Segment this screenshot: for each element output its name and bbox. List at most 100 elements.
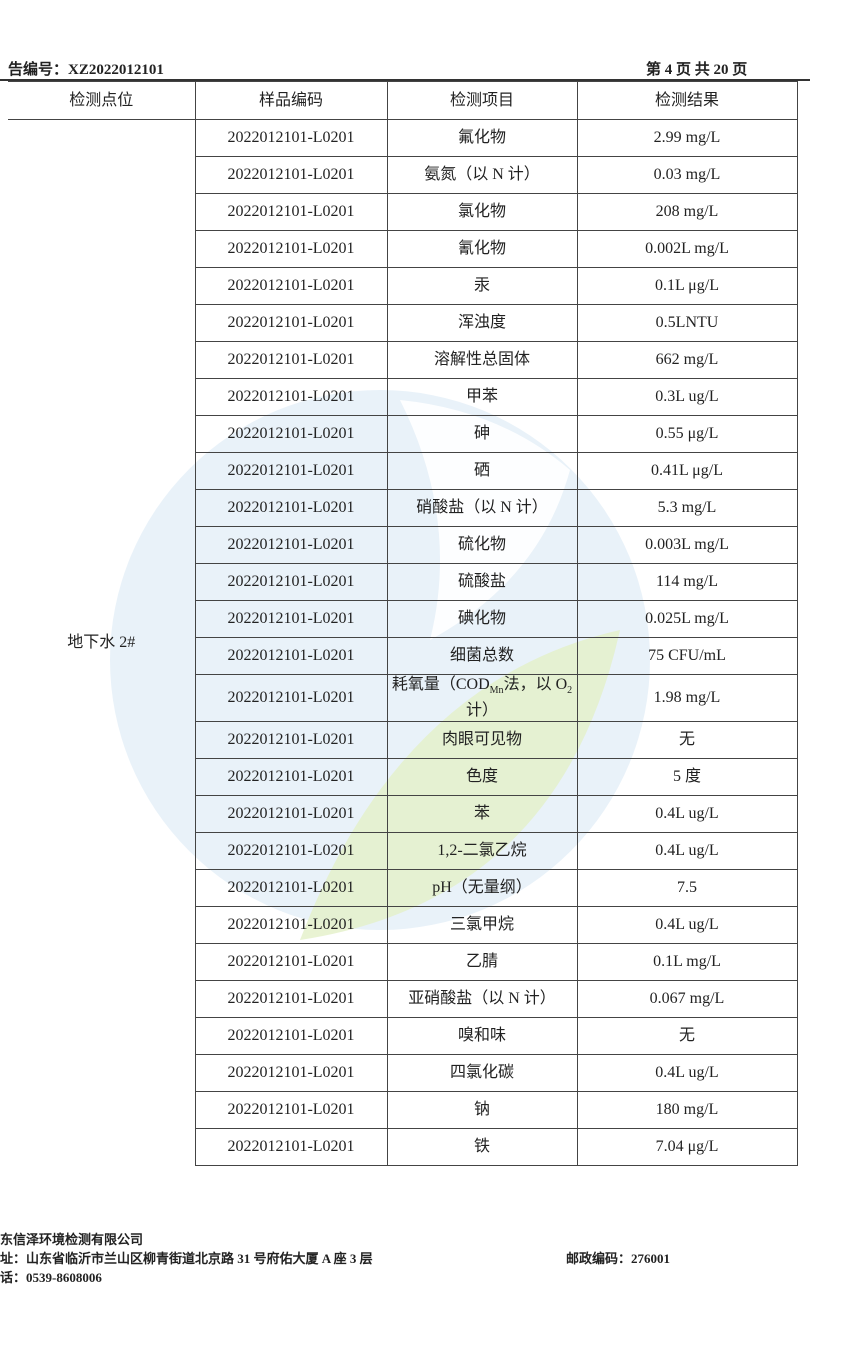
cell: 0.4L ug/L [576,795,798,834]
column-header: 样品编码 [194,81,388,120]
cell: 208 mg/L [576,193,798,231]
cell: 180 mg/L [576,1091,798,1130]
cell: 2022012101-L0201 [194,563,388,601]
cell: 砷 [386,415,578,453]
cell: 2022012101-L0201 [194,378,388,416]
cell: 无 [576,1017,798,1056]
cell: pH（无量纲） [386,869,578,908]
column-header: 检测结果 [576,81,798,120]
cell: 色度 [386,758,578,797]
cell: 2022012101-L0201 [194,980,388,1019]
results-table: 检测点位 样品编码 检测项目 检测结果 地下水 2# 2022012101-L0201 氟化… [8,81,798,1167]
cell: 2022012101-L0201 [194,193,388,231]
cell: 2022012101-L0201 [194,489,388,527]
cell: 硫酸盐 [386,563,578,601]
cell: 细菌总数 [386,637,578,675]
column-header: 检测项目 [386,81,578,120]
cell: 7.5 [576,869,798,908]
report-number: 告编号：XZ2022012101 [8,62,164,78]
cell: 0.4L ug/L [576,1054,798,1093]
cell: 0.1L mg/L [576,943,798,982]
cell: 0.1L μg/L [576,267,798,305]
cell: 5.3 mg/L [576,489,798,527]
cell: 铁 [386,1128,578,1167]
cell: 0.5LNTU [576,304,798,342]
cell: 氨氮（以 N 计） [386,156,578,194]
cell: 1,2-二氯乙烷 [386,832,578,871]
page-number: 第 4 页 共 20 页 [646,62,748,78]
cell: 0.4L ug/L [576,832,798,871]
cell: 乙腈 [386,943,578,982]
cell: 苯 [386,795,578,834]
cell: 2022012101-L0201 [194,156,388,194]
cell: 7.04 μg/L [576,1128,798,1167]
cell: 0.55 μg/L [576,415,798,453]
cell: 2022012101-L0201 [194,1128,388,1167]
cell: 0.41L μg/L [576,452,798,490]
cell: 2022012101-L0201 [194,415,388,453]
cell: 2022012101-L0201 [194,721,388,760]
cell: 662 mg/L [576,341,798,379]
text-part: 计） [465,702,498,720]
cell: 2022012101-L0201 [194,119,388,157]
cell: 2022012101-L0201 [194,869,388,908]
cell: 0.025L mg/L [576,600,798,638]
cell: 2022012101-L0201 [194,1017,388,1056]
cell: 0.003L mg/L [576,526,798,564]
cell: 钠 [386,1091,578,1130]
cell: 甲苯 [386,378,578,416]
cell: 硝酸盐（以 N 计） [386,489,578,527]
postcode: 邮政编码：276001 [566,1251,671,1266]
cell: 2022012101-L0201 [194,673,388,723]
cell: 2022012101-L0201 [194,758,388,797]
cell: 2022012101-L0201 [194,341,388,379]
cell: 2022012101-L0201 [194,906,388,945]
column-header: 检测点位 [8,81,196,120]
text-part: 法，以 O [503,676,568,693]
cell: 2022012101-L0201 [194,304,388,342]
cell: 2022012101-L0201 [194,1091,388,1130]
cell: 0.067 mg/L [576,980,798,1019]
cell: 嗅和味 [386,1017,578,1056]
cell: 硒 [386,452,578,490]
cell: 碘化物 [386,600,578,638]
cell: 2022012101-L0201 [194,526,388,564]
cell: 2022012101-L0201 [194,795,388,834]
cell: 氯化物 [386,193,578,231]
subscript: 2 [567,685,573,697]
subscript: Mn [489,685,504,697]
cell: 2022012101-L0201 [194,230,388,268]
cell: 0.03 mg/L [576,156,798,194]
cell: 氟化物 [386,119,578,157]
cell: 2022012101-L0201 [194,832,388,871]
rule [0,79,810,81]
text-part: 耗氧量（COD [391,676,490,693]
cell: 114 mg/L [576,563,798,601]
cell: 三氯甲烷 [386,906,578,945]
location-cell: 地下水 2# [8,118,196,1166]
cell: 0.3L ug/L [576,378,798,416]
cell: 0.002L mg/L [576,230,798,268]
phone: 话：0539-8608006 [0,1270,102,1285]
cell: 2022012101-L0201 [194,637,388,675]
cell: 四氯化碳 [386,1054,578,1093]
cell: 汞 [386,267,578,305]
cell: 2022012101-L0201 [194,1054,388,1093]
cell: 浑浊度 [386,304,578,342]
cell: 耗氧量（CODMn法，以 O2 计） [386,673,578,723]
cell: 2022012101-L0201 [194,452,388,490]
cell: 0.4L ug/L [576,906,798,945]
cell: 2.99 mg/L [576,119,798,157]
cell: 溶解性总固体 [386,341,578,379]
cell: 肉眼可见物 [386,721,578,760]
address: 址：山东省临沂市兰山区柳青街道北京路 31 号府佑大厦 A 座 3 层 [0,1251,373,1266]
company: 东信泽环境检测有限公司 [0,1232,144,1247]
cell: 75 CFU/mL [576,637,798,675]
cell: 2022012101-L0201 [194,943,388,982]
cell: 2022012101-L0201 [194,267,388,305]
cell: 无 [576,721,798,760]
cell: 亚硝酸盐（以 N 计） [386,980,578,1019]
cell: 氰化物 [386,230,578,268]
cell: 2022012101-L0201 [194,600,388,638]
